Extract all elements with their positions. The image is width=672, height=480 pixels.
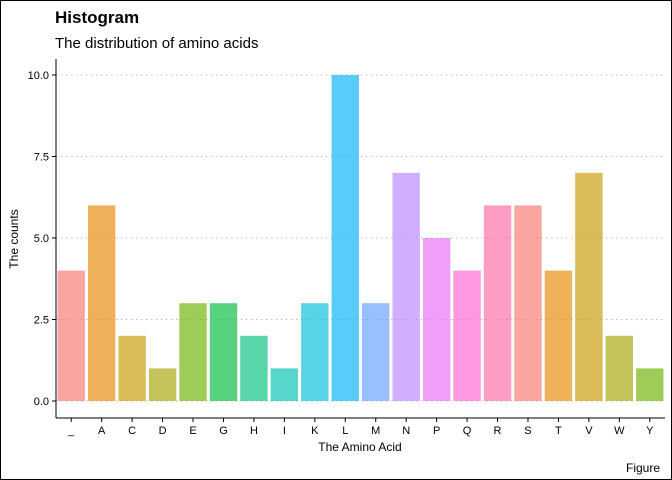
y-tick-label: 10.0 xyxy=(28,70,49,82)
y-tick-label: 5.0 xyxy=(34,233,49,245)
x-tick-label: C xyxy=(128,425,136,437)
chart-subtitle: The distribution of amino acids xyxy=(55,35,258,52)
x-tick-label: E xyxy=(189,425,196,437)
x-tick-label: T xyxy=(555,425,562,437)
bar-M xyxy=(362,303,390,401)
bar-H xyxy=(240,335,268,401)
x-tick-label: D xyxy=(159,425,167,437)
y-ticks: 0.0 2.5 5.0 7.5 10.0 xyxy=(28,70,56,408)
x-tick-label: A xyxy=(98,425,106,437)
bar-Q xyxy=(453,270,481,401)
x-tick-label: M xyxy=(371,425,380,437)
bar-N xyxy=(392,172,420,401)
bar-S xyxy=(514,205,542,401)
grid-lines xyxy=(56,74,665,402)
bar-underscore xyxy=(57,270,85,401)
y-tick-label: 0.0 xyxy=(34,396,49,408)
bar-P xyxy=(422,238,451,401)
x-tick-label: L xyxy=(342,425,348,437)
x-tick-label: I xyxy=(283,425,286,437)
x-tick-label: _ xyxy=(67,425,75,437)
bar-V xyxy=(575,172,603,401)
chart-caption: Figure xyxy=(626,461,660,475)
bar-E xyxy=(179,303,207,401)
y-tick-label: 2.5 xyxy=(34,315,49,327)
x-ticks: _ A C D E G H I K L M N P Q R S T V W Y xyxy=(67,418,654,437)
y-axis-title: The counts xyxy=(7,209,21,268)
x-tick-label: W xyxy=(614,425,625,437)
bar-W xyxy=(605,335,634,401)
bar-I xyxy=(270,368,299,401)
bar-T xyxy=(544,270,573,401)
x-tick-label: N xyxy=(402,425,410,437)
x-tick-label: Y xyxy=(646,425,654,437)
y-tick-label: 7.5 xyxy=(34,152,49,164)
x-tick-label: P xyxy=(433,425,440,437)
bar-L xyxy=(331,75,359,401)
bars-group xyxy=(57,75,664,401)
bar-G xyxy=(209,303,238,401)
x-tick-label: G xyxy=(219,425,228,437)
chart-title: Histogram xyxy=(55,8,139,27)
x-tick-label: H xyxy=(250,425,258,437)
x-tick-label: K xyxy=(311,425,319,437)
bar-Y xyxy=(636,368,664,401)
bar-K xyxy=(301,303,329,401)
x-tick-label: R xyxy=(494,425,502,437)
x-axis-title: The Amino Acid xyxy=(318,440,401,454)
x-tick-label: S xyxy=(524,425,531,437)
bar-A xyxy=(87,205,116,401)
x-tick-label: V xyxy=(585,425,593,437)
x-tick-label: Q xyxy=(463,425,472,437)
bar-D xyxy=(148,368,177,401)
bar-R xyxy=(483,205,512,401)
bar-C xyxy=(118,335,146,401)
